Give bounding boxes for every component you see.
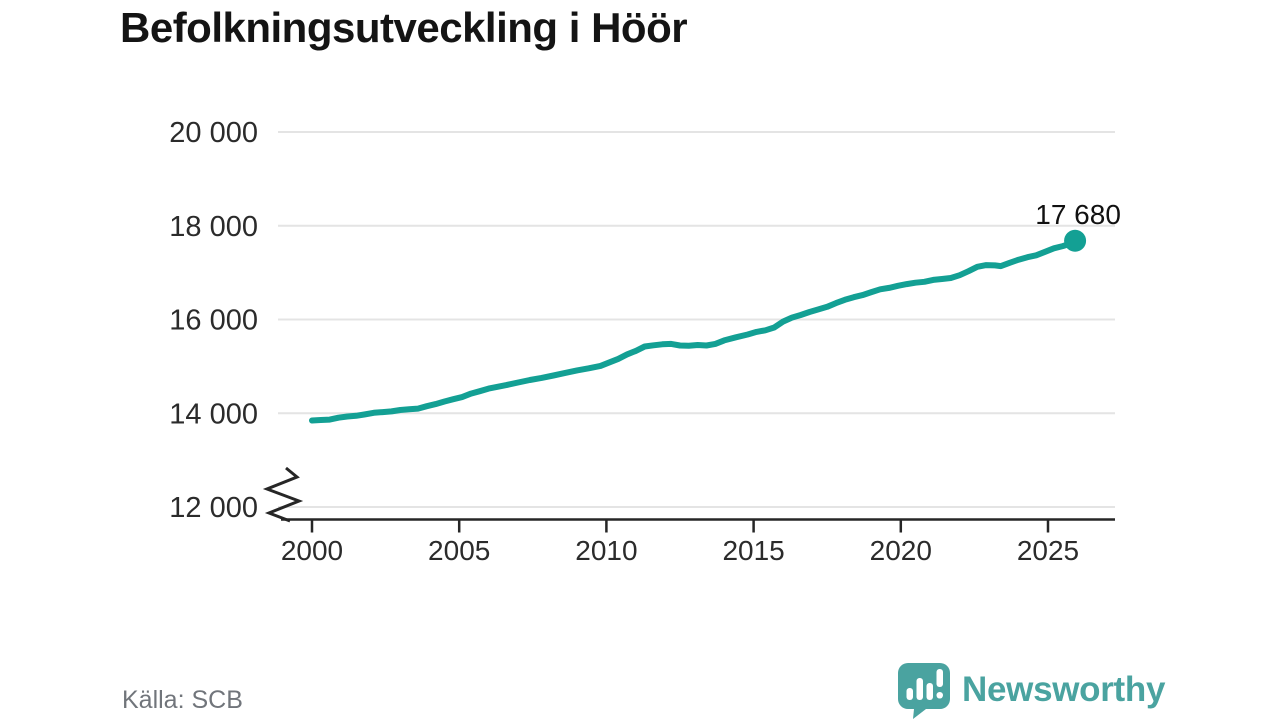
x-tick-label: 2005 (428, 535, 490, 566)
brand-footer: Newsworthy (896, 660, 1165, 720)
y-tick-label: 16 000 (169, 305, 258, 337)
end-point-marker (1064, 229, 1087, 252)
value-annotation: 17 680 (1035, 199, 1121, 230)
y-tick-label: 18 000 (169, 211, 258, 243)
x-tick-label: 2020 (870, 535, 932, 566)
brand-name: Newsworthy (962, 670, 1166, 709)
y-tick-label: 20 000 (169, 117, 258, 149)
y-tick-label: 14 000 (169, 398, 258, 430)
page-title: Befolkningsutveckling i Höör (120, 4, 688, 51)
population-line (309, 237, 1079, 424)
x-tick-label: 2025 (1017, 535, 1079, 566)
x-tick-label: 2010 (575, 535, 637, 566)
axis-break-icon (262, 466, 304, 523)
newsworthy-logo-icon (898, 663, 950, 719)
source-note: Källa: SCB (122, 686, 243, 714)
x-tick-label: 2015 (722, 535, 784, 566)
x-tick-label: 2000 (281, 535, 343, 566)
y-tick-label: 12 000 (169, 492, 258, 524)
